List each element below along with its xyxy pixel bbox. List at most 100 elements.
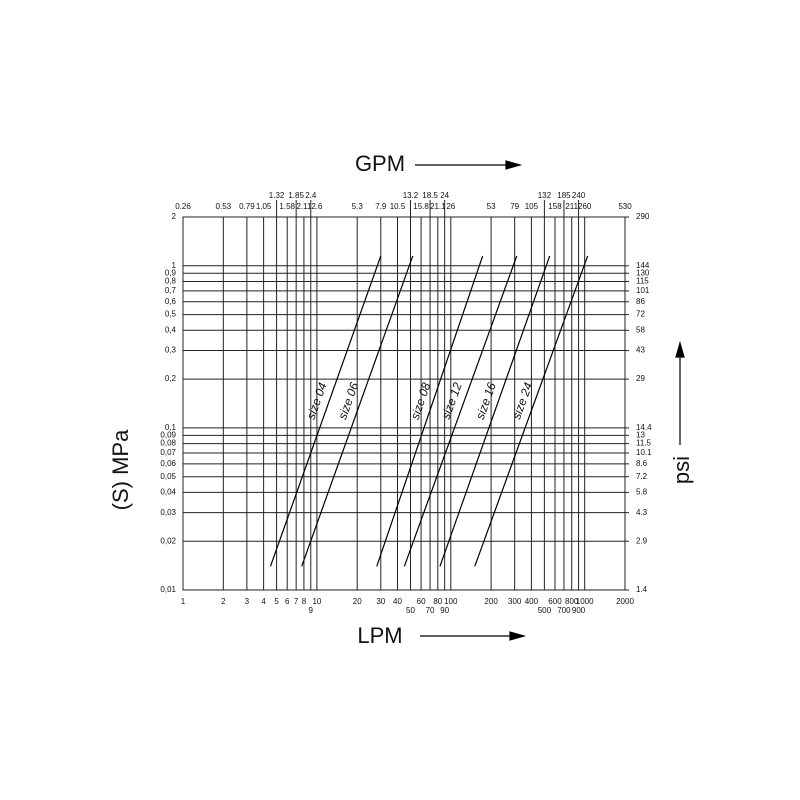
y-tick-label: 0,2: [165, 374, 177, 383]
x2-tick-label: 260: [578, 202, 592, 211]
y-tick-label: 0,03: [160, 508, 176, 517]
y-tick-label: 0,9: [165, 268, 177, 277]
x-tick-label: 90: [440, 606, 449, 615]
y-tick-label: 1: [172, 261, 177, 270]
y-tick-label: 0,1: [165, 423, 177, 432]
series-label: size 12: [439, 380, 465, 421]
x-tick-label: 70: [426, 606, 435, 615]
x2-tick-label: 2.11: [296, 202, 312, 211]
y2-tick-label: 72: [636, 310, 645, 319]
x-tick-label: 500: [538, 606, 552, 615]
x2-tick-label: 1.85: [288, 191, 304, 200]
x-tick-label: 900: [572, 606, 586, 615]
x-tick-label: 20: [353, 597, 362, 606]
y2-tick-label: 7.2: [636, 472, 648, 481]
x-axis-title: LPM: [357, 623, 402, 648]
x2-tick-label: 5.3: [352, 202, 364, 211]
y2-tick-label: 58: [636, 325, 645, 334]
x-tick-label: 50: [406, 606, 415, 615]
x2-tick-label: 1.58: [279, 202, 295, 211]
x-tick-label: 800: [565, 597, 579, 606]
x-tick-label: 700: [557, 606, 571, 615]
x-tick-label: 6: [285, 597, 290, 606]
y2-tick-label: 1.4: [636, 585, 648, 594]
x2-tick-label: 7.9: [375, 202, 387, 211]
y-tick-label: 0,09: [160, 430, 176, 439]
series-label: size 16: [473, 380, 499, 421]
x2-tick-label: 10.5: [390, 202, 406, 211]
x2-tick-label: 0.26: [175, 202, 191, 211]
y-tick-label: 0,5: [165, 310, 177, 319]
x2-tick-label: 15.8: [413, 202, 429, 211]
x-tick-label: 7: [294, 597, 299, 606]
arrows: [415, 160, 685, 641]
x-tick-label: 200: [484, 597, 498, 606]
x2-tick-label: 105: [525, 202, 539, 211]
x-tick-label: 60: [417, 597, 426, 606]
x2-tick-label: 0.53: [216, 202, 232, 211]
y2-tick-label: 11.5: [636, 439, 652, 448]
x-tick-label: 5: [274, 597, 279, 606]
series-line: [439, 255, 551, 567]
series-line: [269, 255, 382, 567]
series-line: [474, 255, 589, 567]
y2-tick-label: 14.4: [636, 423, 652, 432]
y2-tick-label: 144: [636, 261, 650, 270]
x2-tick-label: 1.32: [269, 191, 285, 200]
x2-tick-label: 0.79: [239, 202, 255, 211]
x2-tick-label: 185: [557, 191, 571, 200]
y-tick-label: 0,08: [160, 439, 176, 448]
series-line: [403, 255, 518, 567]
y2-tick-label: 29: [636, 374, 645, 383]
x-tick-label: 100: [444, 597, 458, 606]
x-tick-label: 9: [309, 606, 314, 615]
x2-tick-label: 240: [572, 191, 586, 200]
y-tick-label: 0,07: [160, 448, 176, 457]
x2-tick-label: 2.4: [305, 191, 317, 200]
x-tick-label: 2: [221, 597, 226, 606]
series-label: size 04: [304, 380, 330, 421]
y2-tick-label: 8.6: [636, 459, 648, 468]
x2-tick-label: 18.5: [422, 191, 438, 200]
series-line: [301, 255, 414, 567]
y2-axis-title: psi: [669, 456, 694, 484]
x2-tick-label: 132: [538, 191, 552, 200]
x2-axis-title: GPM: [355, 151, 405, 176]
y2-tick-label: 43: [636, 346, 645, 355]
y2-tick-label: 5.8: [636, 488, 648, 497]
x-tick-label: 2000: [616, 597, 634, 606]
x2-tick-label: 24: [440, 191, 449, 200]
y2-tick-label: 115: [636, 277, 649, 286]
y2-tick-label: 290: [636, 212, 650, 221]
x2-tick-label: 53: [487, 202, 496, 211]
y-tick-label: 0,8: [165, 277, 177, 286]
y2-tick-label: 101: [636, 286, 650, 295]
x2-tick-label: 13.2: [403, 191, 419, 200]
x2-tick-label: 26: [446, 202, 455, 211]
y-tick-label: 0,06: [160, 459, 176, 468]
y2-tick-label: 4.3: [636, 508, 648, 517]
x-tick-label: 1000: [576, 597, 594, 606]
y-tick-label: 0,04: [160, 488, 176, 497]
y2-tick-label: 130: [636, 268, 650, 277]
y2-tick-label: 2.9: [636, 536, 648, 545]
x-tick-label: 8: [302, 597, 307, 606]
y-tick-label: 2: [172, 212, 177, 221]
y2-tick-label: 13: [636, 430, 645, 439]
y-tick-label: 0,01: [160, 585, 176, 594]
y-tick-label: 0,4: [165, 325, 177, 334]
x-tick-label: 400: [525, 597, 539, 606]
x2-tick-label: 530: [618, 202, 632, 211]
x-tick-label: 1: [181, 597, 186, 606]
y2-tick-label: 10.1: [636, 448, 652, 457]
y-tick-label: 0,6: [165, 297, 177, 306]
plot-frame: [182, 216, 626, 591]
x-tick-label: 10: [312, 597, 321, 606]
x-tick-label: 3: [245, 597, 250, 606]
x-tick-label: 600: [548, 597, 562, 606]
y-tick-label: 0,02: [160, 536, 176, 545]
y-tick-label: 0,3: [165, 346, 177, 355]
x2-tick-label: 158: [548, 202, 562, 211]
x2-tick-label: 211: [565, 202, 578, 211]
